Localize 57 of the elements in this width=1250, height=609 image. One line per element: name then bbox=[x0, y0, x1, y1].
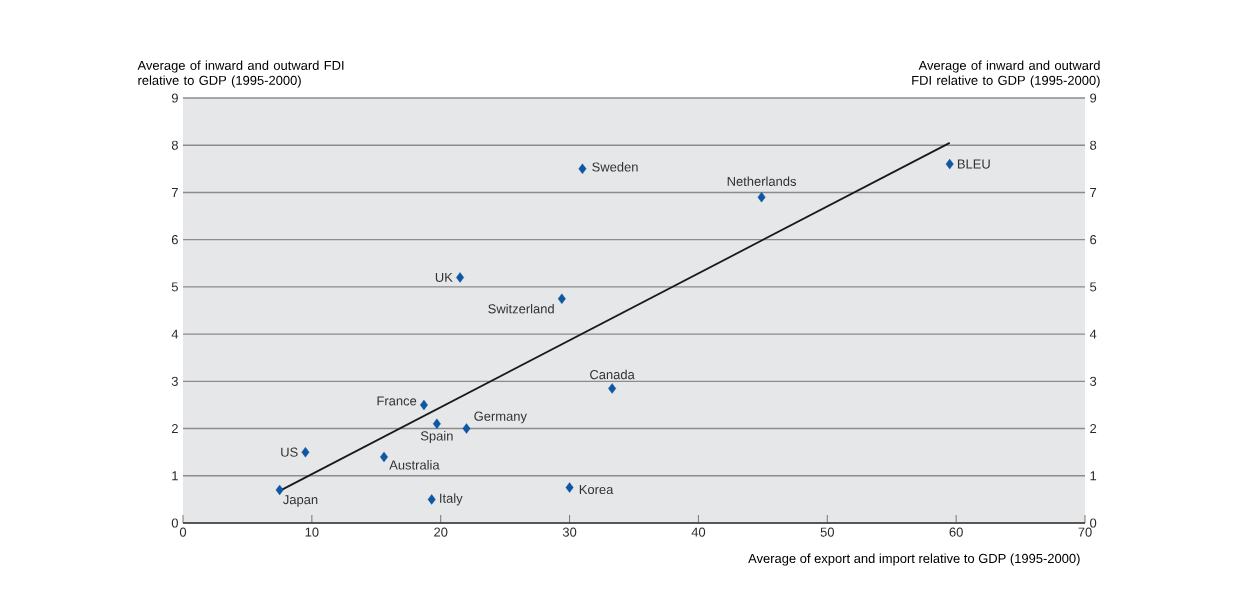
point bbox=[301, 446, 310, 458]
y2-tick-label: 6 bbox=[1090, 235, 1097, 245]
point bbox=[462, 423, 471, 434]
y2-tick-label: 8 bbox=[1090, 140, 1097, 150]
y-tick-label: 5 bbox=[171, 282, 178, 292]
point bbox=[757, 191, 766, 203]
y-tick-label: 6 bbox=[171, 235, 178, 245]
point bbox=[578, 163, 587, 175]
y2-tick-label: 7 bbox=[1090, 187, 1097, 197]
x-tick-label: 30 bbox=[562, 527, 577, 537]
annotation: Korea bbox=[579, 485, 614, 495]
annotation: Australia bbox=[389, 460, 440, 470]
point bbox=[557, 293, 566, 304]
y2-tick-label: 1 bbox=[1090, 471, 1097, 481]
annotation: Canada bbox=[590, 369, 635, 380]
y-tick-label: 7 bbox=[171, 187, 178, 197]
x-tick-label: 10 bbox=[305, 527, 319, 537]
annotation: UK bbox=[435, 272, 453, 282]
y-tick-label: 9 bbox=[171, 93, 178, 103]
x-tick-label: 0 bbox=[179, 527, 187, 537]
point bbox=[432, 418, 441, 430]
y-tick-label: 8 bbox=[171, 140, 178, 150]
annotation: BLEU bbox=[957, 159, 990, 169]
point bbox=[275, 484, 284, 496]
y-tick-label: 1 bbox=[172, 471, 178, 481]
point bbox=[608, 383, 617, 394]
y2-tick-label: 4 bbox=[1089, 329, 1097, 339]
y-tick-label: 4 bbox=[171, 329, 179, 339]
y2-tick-label: 2 bbox=[1090, 424, 1097, 434]
point bbox=[565, 482, 574, 493]
y2-axis-title: Average of inward and outward FDI relative to GDP (1995-2000) bbox=[912, 60, 1100, 88]
annotation: Netherlands bbox=[727, 176, 797, 186]
x-tick-label: 70 bbox=[1078, 527, 1092, 537]
y-tick-label: 2 bbox=[171, 424, 178, 434]
y2-tick-label: 3 bbox=[1090, 376, 1097, 386]
annotation: Switzerland bbox=[488, 303, 554, 314]
y-tick-label: 0 bbox=[171, 518, 178, 528]
annotation: France bbox=[377, 396, 417, 406]
point bbox=[945, 158, 954, 170]
y2-tick-label: 5 bbox=[1090, 282, 1097, 292]
annotation: Spain bbox=[420, 431, 453, 444]
y-axis-title: Average of inward and outward FDI relative to GDP (1995-2000) bbox=[137, 60, 344, 88]
point bbox=[456, 272, 464, 283]
annotation: Italy bbox=[440, 493, 463, 506]
x-tick-label: 20 bbox=[434, 527, 448, 537]
annotation: Germany bbox=[474, 411, 527, 424]
x-tick-label: 60 bbox=[949, 527, 963, 537]
annotation: Japan bbox=[283, 495, 318, 507]
y-tick-label: 3 bbox=[171, 376, 178, 386]
annotation: US bbox=[281, 447, 298, 457]
x-tick-label: 40 bbox=[691, 527, 706, 537]
point bbox=[427, 494, 436, 505]
x-axis-title: Average of export and import relative to GDP (1995-2000) bbox=[748, 553, 1080, 566]
y2-tick-label: 9 bbox=[1090, 93, 1097, 103]
y2-tick-label: 0 bbox=[1090, 518, 1097, 528]
x-tick-label: 50 bbox=[820, 527, 834, 537]
annotation: Sweden bbox=[592, 162, 638, 172]
